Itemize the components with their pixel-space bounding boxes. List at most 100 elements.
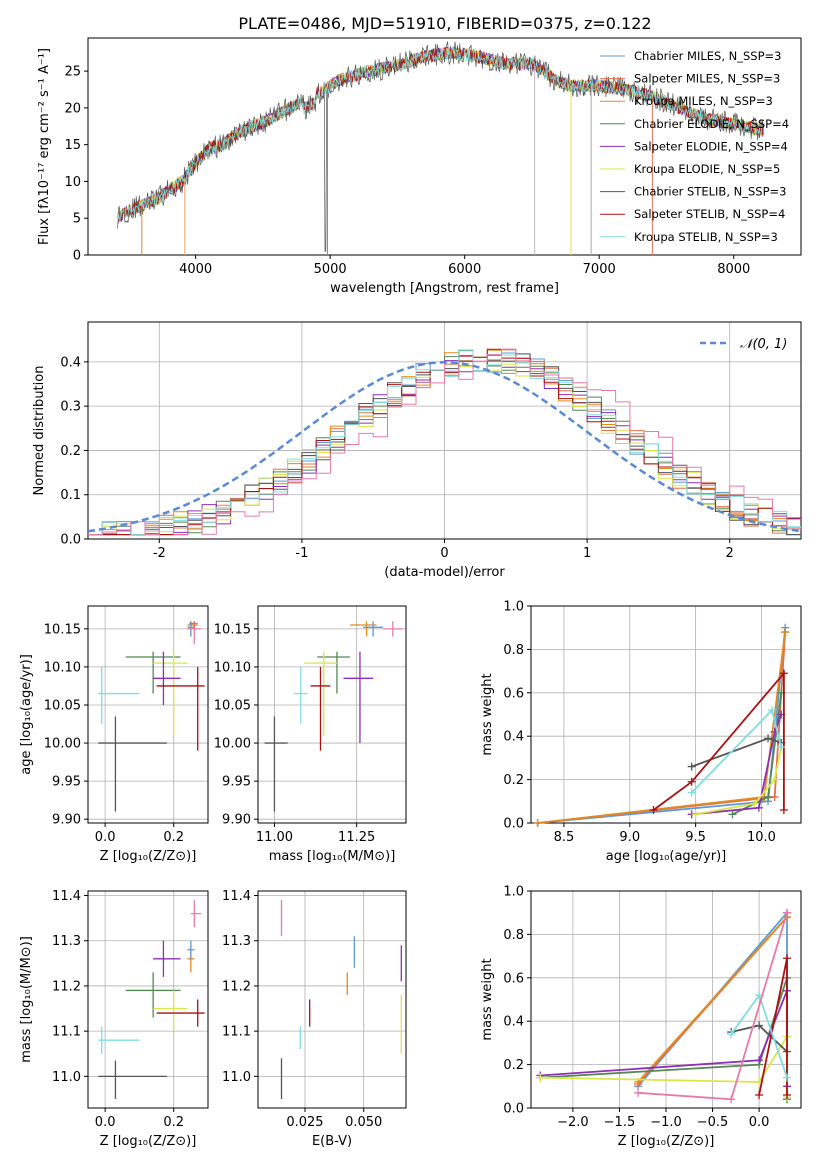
histogram-pink xyxy=(88,348,801,536)
legend: Chabrier MILES, N_SSP=3 Salpeter MILES, N… xyxy=(600,49,789,244)
mass-weight-series-pink xyxy=(634,908,792,1104)
y-axis-label: Flux [fλ10⁻¹⁷ erg cm⁻² s⁻¹ A⁻¹] xyxy=(37,48,52,245)
legend-label: Chabrier STELIB, N_SSP=3 xyxy=(634,185,786,199)
point-marker xyxy=(691,810,700,819)
y-tick-label: 0.8 xyxy=(503,643,524,658)
series-line xyxy=(537,631,787,824)
y-tick-label: 11.3 xyxy=(52,934,81,949)
error-cross-kroupa_stelib xyxy=(98,1026,140,1054)
error-cross-salpeter_stelib xyxy=(156,666,205,751)
point-marker xyxy=(687,777,696,786)
y-tick-label: 10.15 xyxy=(214,622,251,637)
grid xyxy=(531,605,801,824)
x-tick-label: 7000 xyxy=(583,262,616,277)
point-marker xyxy=(536,1073,545,1082)
age-vs-mass-panel: 11.00 11.25 9.90 9.95 10.00 10.05 10.10 10.15 ma… xyxy=(214,605,407,864)
x-axis-label: (data-model)/error xyxy=(384,565,505,580)
point-marker xyxy=(783,1090,792,1099)
point-marker xyxy=(755,1056,764,1065)
y-axis-label: mass weight xyxy=(480,958,495,1040)
y-tick-label: 0.0 xyxy=(60,533,81,548)
mass-weight-series-chabrier_miles xyxy=(533,623,790,827)
error-cross-salpeter_elodie xyxy=(153,940,181,977)
error-cross-kroupa_miles xyxy=(350,621,377,637)
point-marker xyxy=(533,819,542,827)
point-marker xyxy=(783,1073,792,1082)
grid xyxy=(258,891,406,1108)
x-axis-label: Z [log₁₀(Z/Z⊙)] xyxy=(100,1134,197,1149)
mass-weight-series-salpeter_stelib xyxy=(649,669,788,814)
legend-label: Kroupa ELODIE, N_SSP=5 xyxy=(634,162,780,176)
y-tick-label: 0.0 xyxy=(503,1102,524,1117)
x-tick-label: 11.00 xyxy=(256,830,293,845)
point-marker xyxy=(727,1030,736,1039)
point-marker xyxy=(649,805,658,814)
error-cross-chabrier_elodie xyxy=(125,972,181,1018)
legend-label: Salpeter MILES, N_SSP=3 xyxy=(634,72,780,86)
error-cross-pink xyxy=(190,900,202,928)
point-marker xyxy=(634,1088,643,1097)
x-tick-label: 1 xyxy=(583,546,591,561)
axes-frame xyxy=(530,605,802,824)
mass-weight-vs-age-panel: 8.5 9.0 9.5 10.0 0.0 0.2 0.4 0.6 0.8 1.0 age [log₁… xyxy=(480,600,802,864)
y-tick-label: 1.0 xyxy=(503,885,524,900)
error-cross-salpeter_stelib xyxy=(310,666,331,751)
y-tick-label: 11.3 xyxy=(222,934,251,949)
x-tick-label: -1 xyxy=(295,546,308,561)
series-line xyxy=(695,746,783,816)
mass-vs-extinction-panel: 0.025 0.050 11.0 11.1 11.2 11.3 11.4 E(B-V) xyxy=(222,889,407,1149)
spectrum-kroupa_stelib xyxy=(117,47,764,224)
y-tick-label: 10.00 xyxy=(214,737,251,752)
x-tick-label: 11.25 xyxy=(338,830,375,845)
x-tick-label: 9.5 xyxy=(685,830,706,845)
x-tick-label: 6000 xyxy=(448,262,481,277)
y-tick-label: 0.6 xyxy=(503,686,524,701)
y-tick-label: 1.0 xyxy=(503,600,524,615)
error-cross-salpeter_elodie xyxy=(153,651,181,705)
error-cross-salpeter_elodie xyxy=(343,651,374,744)
point-marker xyxy=(781,628,790,637)
error-cross-chabrier_stelib xyxy=(98,716,167,812)
axes-frame xyxy=(257,890,407,1109)
x-tick-label: −1.0 xyxy=(650,1115,682,1130)
error-cross-kroupa_elodie xyxy=(153,990,188,1032)
x-tick-label: 4000 xyxy=(179,262,212,277)
mass-weight-vs-metallicity-panel: −2.0 −1.5 −1.0 −0.5 0.0 0.0 0.2 0.4 0.6 0.8 1.0 Z [… xyxy=(480,885,802,1149)
y-tick-label: 11.2 xyxy=(222,979,251,994)
mass-weight-series-chabrier_elodie xyxy=(536,973,792,1104)
point-marker xyxy=(770,775,779,784)
axes-frame xyxy=(87,605,209,824)
legend-label: Chabrier ELODIE, N_SSP=4 xyxy=(634,117,789,131)
point-marker xyxy=(754,803,763,812)
residual-histogram-panel: -2 -1 0 1 2 0.0 0.1 0.2 0.3 0.4 (data-model)/error… xyxy=(32,321,802,580)
axes-frame xyxy=(87,890,209,1109)
point-marker xyxy=(764,792,773,801)
y-tick-label: 9.95 xyxy=(52,775,81,790)
x-tick-label: 0.0 xyxy=(95,1115,116,1130)
y-tick-label: 15 xyxy=(64,138,81,153)
x-tick-label: 10.0 xyxy=(747,830,776,845)
error-cross-chabrier_stelib xyxy=(264,716,288,812)
y-tick-label: 10.15 xyxy=(44,622,81,637)
grid xyxy=(88,606,208,823)
y-tick-label: 0.4 xyxy=(503,1015,524,1030)
histogram-salpeter_stelib xyxy=(88,348,801,536)
x-tick-label: 0.050 xyxy=(345,1115,382,1130)
error-cross-kroupa_stelib xyxy=(98,666,140,725)
x-tick-label: 0 xyxy=(440,546,448,561)
age-vs-metallicity-panel: 0.0 0.2 9.90 9.95 10.00 10.05 10.10 10.15 Z [log… xyxy=(19,605,209,864)
series-line xyxy=(537,627,787,824)
x-tick-label: −2.0 xyxy=(557,1115,589,1130)
error-cross-kroupa_elodie xyxy=(153,651,188,736)
y-tick-label: 0.8 xyxy=(503,928,524,943)
x-axis-label: wavelength [Angstrom, rest frame] xyxy=(330,281,559,296)
y-tick-label: 9.90 xyxy=(52,813,81,828)
point-marker xyxy=(779,805,788,814)
y-tick-label: 9.90 xyxy=(222,813,251,828)
series-line xyxy=(691,708,783,794)
x-tick-label: 8.5 xyxy=(554,830,575,845)
y-tick-label: 0.6 xyxy=(503,971,524,986)
legend-label: Kroupa MILES, N_SSP=3 xyxy=(634,94,773,108)
error-cross-chabrier_elodie xyxy=(125,651,181,694)
